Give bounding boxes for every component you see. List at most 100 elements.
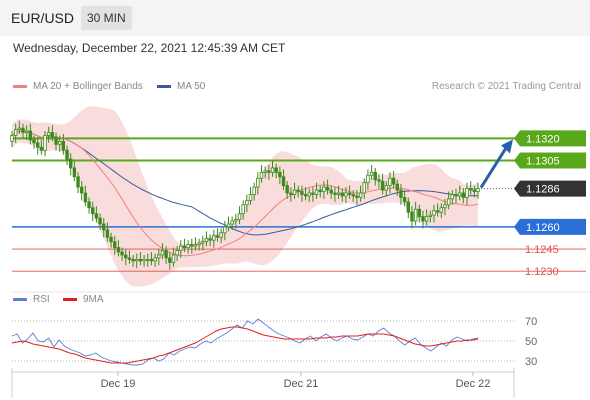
candle-body [369, 171, 374, 176]
candle-body [413, 208, 418, 222]
candle-body [186, 244, 190, 248]
candle-body [193, 244, 198, 247]
level-tag-resistance [514, 130, 586, 147]
candle-body [281, 176, 286, 187]
candle-body [384, 185, 388, 191]
candle-body [325, 186, 330, 191]
header-bar: EUR/USD 30 MIN [0, 0, 590, 36]
candle-body [65, 149, 69, 160]
candle-body [35, 142, 40, 148]
candle-body [432, 210, 436, 216]
candle-body [91, 207, 95, 215]
candle-body [421, 216, 425, 222]
candle-body [230, 220, 234, 225]
bollinger-band-area [12, 106, 478, 287]
candle-body [219, 232, 223, 238]
candle-body [373, 171, 377, 181]
candle-body [13, 129, 18, 136]
level-label-1.1305: 1.1305 [526, 156, 560, 168]
candle-body [131, 258, 135, 262]
candle-body [435, 210, 440, 213]
legend-rsi-ma: 9MA [63, 294, 104, 305]
candle-body [135, 258, 139, 262]
x-tick-label-2: Dec 22 [456, 378, 491, 390]
candle-body [395, 183, 399, 191]
candle-body [164, 250, 168, 259]
candle-body [223, 226, 227, 234]
candle-body [10, 135, 14, 142]
candle-body [98, 217, 102, 225]
candle-body [278, 171, 282, 178]
x-tick-label-1: Dec 21 [284, 378, 319, 390]
x-tick-label-0: Dec 19 [101, 378, 136, 390]
timeframe-button[interactable]: 30 MIN [81, 6, 132, 30]
candle-body [454, 194, 458, 197]
level-tag-current [514, 180, 586, 197]
candle-body [439, 207, 444, 213]
instrument-title: EUR/USD [11, 10, 75, 26]
rsi-tick-label-30: 30 [525, 356, 537, 368]
candle-body [450, 194, 455, 200]
legend-rsi-label: RSI [33, 294, 50, 305]
level-label-1.1260: 1.1260 [526, 222, 560, 234]
candle-body [58, 140, 62, 145]
candle-body [289, 192, 293, 195]
candle-body [256, 177, 260, 188]
candle-body [127, 257, 132, 260]
candle-body [252, 186, 256, 195]
candle-body [406, 201, 410, 213]
candle-body [201, 241, 205, 244]
candle-body [21, 127, 25, 133]
candle-body [39, 146, 44, 151]
chart-datetime: Wednesday, December 22, 2021 12:45:39 AM… [13, 41, 286, 55]
candle-body [28, 130, 33, 141]
candle-body [175, 250, 179, 256]
candle-body [388, 177, 392, 187]
candle-body [274, 167, 278, 173]
candle-body [149, 258, 154, 262]
candle-body [355, 195, 359, 198]
forecast-arrow-shaft [479, 145, 509, 189]
candle-body [113, 241, 117, 248]
candle-body [457, 192, 462, 197]
ma20-line [11, 130, 479, 257]
candle-body [197, 242, 201, 246]
candle-body [124, 254, 128, 259]
candle-body [215, 235, 220, 238]
rsi-tick-label-70: 70 [525, 316, 537, 328]
candle-body [292, 189, 297, 195]
candle-body [380, 180, 385, 191]
candle-body [116, 247, 121, 253]
rsi-tick-label-50: 50 [525, 336, 537, 348]
candle-body [212, 235, 216, 241]
candle-body [270, 167, 275, 173]
candle-body [24, 130, 29, 133]
candle-body [241, 204, 245, 215]
candle-body [190, 244, 194, 247]
candle-body [402, 197, 407, 203]
candle-body [443, 204, 447, 209]
candle-body [314, 189, 319, 195]
candle-body [168, 257, 172, 263]
legend-rsi: RSI [13, 294, 50, 305]
rsi-ma-line [11, 326, 479, 364]
forecast-arrow-head [501, 139, 513, 154]
candle-body [362, 182, 366, 194]
candle-body [72, 167, 77, 178]
level-label-1.1320: 1.1320 [526, 133, 560, 145]
candle-body [344, 192, 348, 197]
candle-body [263, 170, 267, 173]
candle-body [157, 254, 161, 259]
candle-body [377, 179, 381, 182]
level-label-1.1286: 1.1286 [526, 184, 560, 196]
candle-body [358, 192, 363, 198]
candle-body [50, 132, 55, 138]
candle-body [237, 213, 242, 220]
candle-body [160, 250, 165, 256]
candle-body [146, 258, 150, 261]
candle-body [94, 213, 99, 219]
candle-body [83, 192, 88, 203]
candle-body [102, 223, 106, 231]
candle-body [322, 186, 326, 192]
